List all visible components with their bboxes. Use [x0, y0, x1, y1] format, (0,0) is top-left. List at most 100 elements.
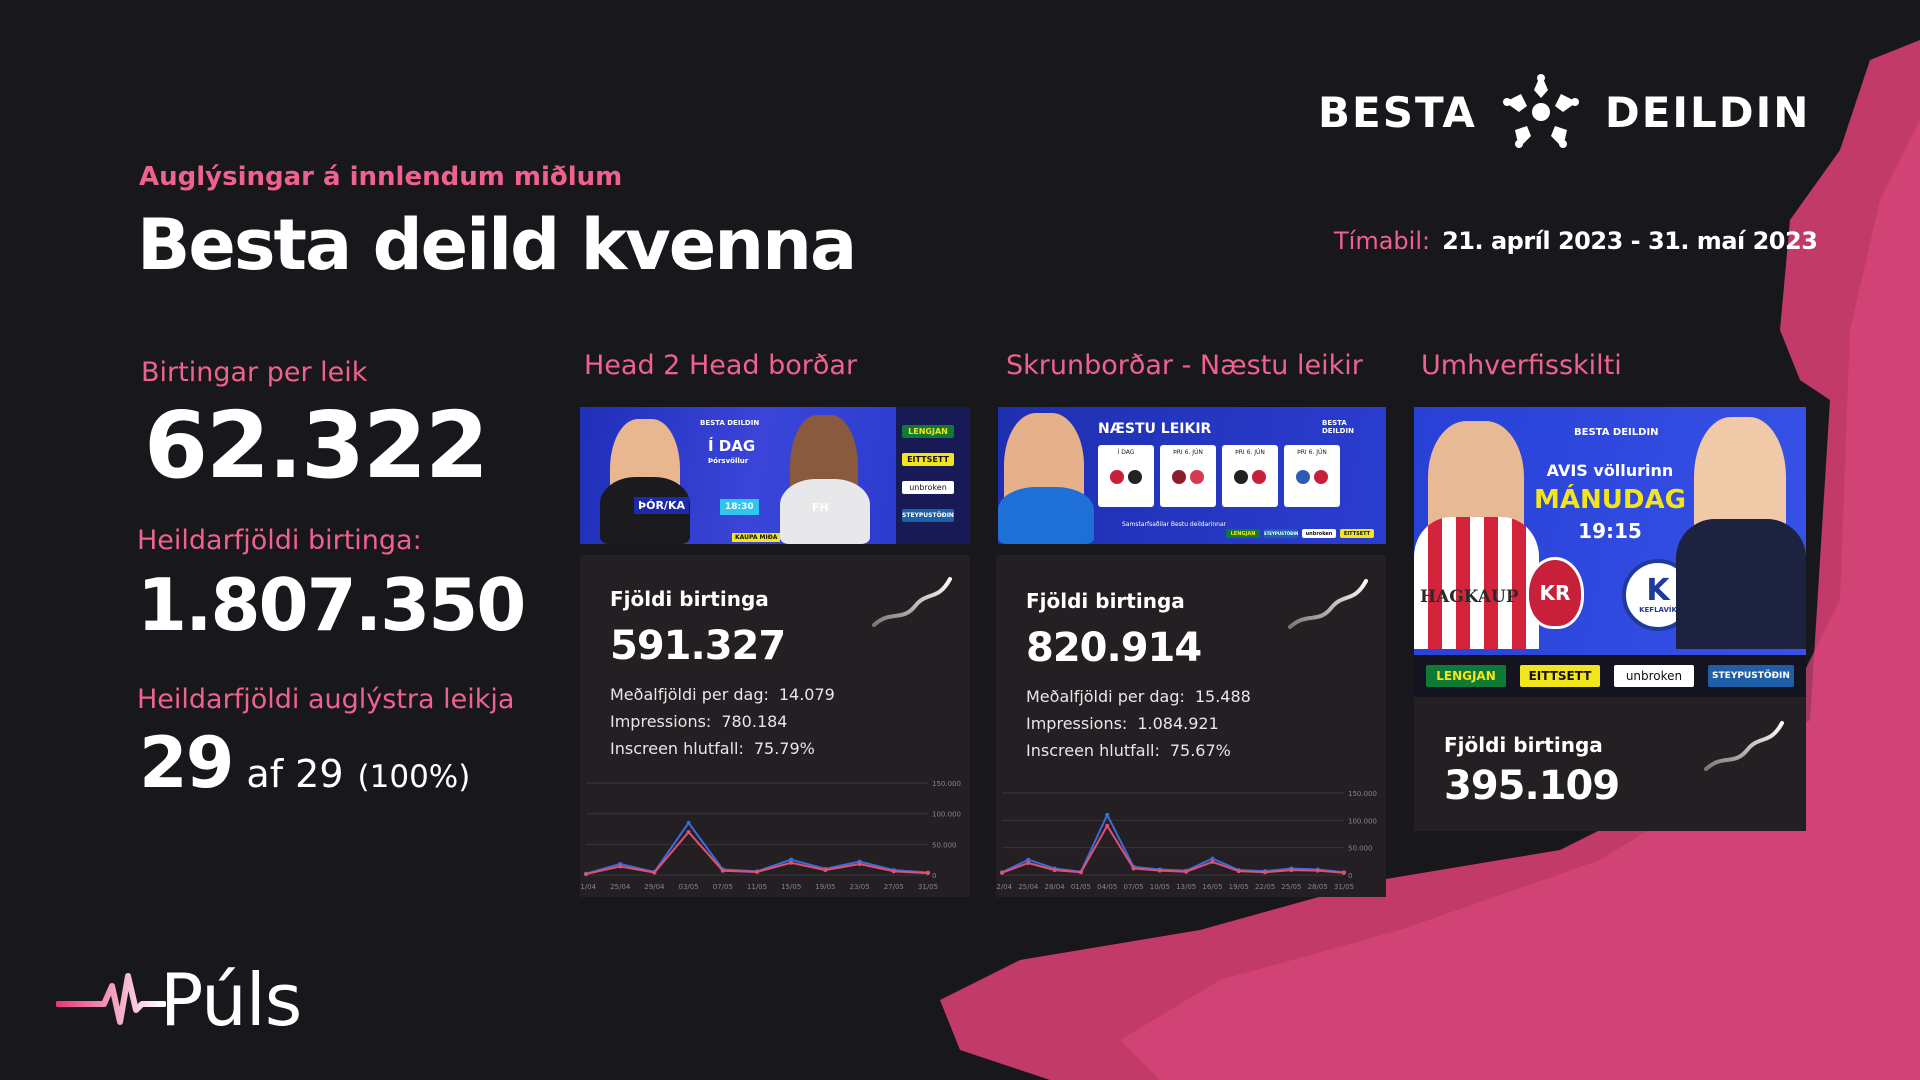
player-kit [998, 487, 1094, 544]
chart-x-tick-label: 29/04 [644, 883, 665, 891]
head2head-banner-image: BESTA DEILDIN Í DAG Þórsvöllur ÞÓR/KA 18… [580, 407, 970, 544]
chart-point [755, 869, 759, 874]
chart-point [584, 872, 588, 877]
detail-value: 1.084.921 [1137, 714, 1219, 733]
fixture-slot: Í DAG [1098, 445, 1154, 507]
sponsor-eittsett: EITTSETT [902, 453, 954, 466]
banner-sub: Þórsvöllur [708, 457, 749, 465]
detail-row-inscreen: Inscreen hlutfall: 75.67% [1026, 741, 1231, 760]
scroll-daily-chart: 0 50.000 100.000 150.000 22/04 25/04 28/04 01/0… [996, 790, 1377, 891]
chart-x-tick-label: 22/04 [996, 883, 1013, 891]
period: Tímabil: 21. apríl 2023 - 31. maí 2023 [1334, 227, 1818, 255]
banner-team-left: ÞÓR/KA [634, 497, 689, 514]
column-title-environment: Umhverfisskilti [1421, 350, 1622, 381]
chart-point [720, 868, 725, 873]
chart-y-tick-label: 50.000 [932, 841, 957, 849]
sponsor-unbroken: unbroken [1614, 665, 1694, 687]
chart-x-tick-label: 15/05 [781, 883, 801, 891]
player-right-kit [1676, 519, 1806, 649]
player-left-kit [1414, 517, 1539, 649]
chart-point [1210, 859, 1215, 864]
chart-x-tick-label: 28/04 [1045, 883, 1066, 891]
besta-deildin-logo: BESTA DEILDIN [1318, 70, 1810, 154]
detail-row-impressions: Impressions: 1.084.921 [1026, 714, 1219, 733]
scroll-stats-card: Fjöldi birtinga 820.914 Meðalfjöldi per … [996, 555, 1386, 897]
banner-heading: NÆSTU LEIKIR [1098, 421, 1212, 437]
club-crest-icon [1172, 470, 1186, 484]
club-crest-icon [1314, 470, 1328, 484]
per-game-label: Birtingar per leik [141, 357, 368, 388]
column-title-scroll: Skrunborðar - Næstu leikir [1006, 350, 1363, 381]
page-subtitle: Auglýsingar á innlendum miðlum [139, 162, 623, 192]
sponsor-steypustodin: STEYPUSTÖÐIN [902, 509, 954, 522]
sponsor-unbroken: unbroken [902, 481, 954, 494]
club-crest-icon [1252, 470, 1266, 484]
chart-point [1184, 869, 1189, 874]
detail-label: Inscreen hlutfall: [610, 739, 744, 758]
banner-venue: AVIS völlurinn [1546, 461, 1674, 480]
chart-x-tick-label: 16/05 [1202, 883, 1222, 891]
fixture-slot-label: Í DAG [1117, 449, 1135, 456]
banner-logo-text: BESTA DEILDIN [1322, 419, 1354, 435]
chart-point [1236, 869, 1241, 874]
fixture-slot: ÞRI 6. JÚN [1222, 445, 1278, 507]
chart-point [1263, 870, 1268, 875]
chart-point [1026, 860, 1031, 865]
crest-left-text: KR [1539, 581, 1571, 605]
chart-point [1078, 870, 1083, 875]
trend-up-icon [1288, 579, 1368, 629]
total-label: Heildarfjöldi birtinga: [137, 525, 422, 556]
detail-value: 15.488 [1194, 687, 1251, 706]
club-crest-icon [1128, 470, 1142, 484]
puls-logo: Púls [56, 958, 302, 1042]
sponsor-steypustodin: STEYPUSTÖÐIN [1708, 665, 1794, 687]
chart-x-tick-label: 19/05 [1229, 883, 1249, 891]
player-right-kit [780, 479, 870, 544]
chart-x-tick-label: 03/05 [679, 883, 699, 891]
chart-point [1131, 866, 1136, 871]
chart-x-tick-label: 22/05 [1255, 883, 1275, 891]
chart-point [1157, 868, 1162, 873]
club-crest-icon [1110, 470, 1124, 484]
club-crest-icon [1296, 470, 1310, 484]
chart-point [891, 869, 896, 874]
chart-y-tick-label: 50.000 [1348, 845, 1373, 853]
chart-point [652, 870, 657, 875]
total-value: 1.807.350 [137, 563, 526, 647]
club-crest-icon [1234, 470, 1248, 484]
card-label: Fjöldi birtinga [610, 587, 769, 611]
banner-heading: Í DAG [708, 437, 756, 455]
fixture-slot-label: ÞRI 6. JÚN [1297, 449, 1327, 456]
fixture-slot-label: ÞRI 6. JÚN [1173, 449, 1203, 456]
detail-value: 780.184 [721, 712, 788, 731]
games-summary: 29 af 29 (100%) [139, 722, 470, 804]
sponsor-lengjan: LENGJAN [1226, 529, 1260, 538]
banner-footer: Samstarfsaðilar Bestu deildarinnar [1122, 521, 1227, 528]
games-percentage: (100%) [357, 759, 471, 795]
detail-value: 14.079 [778, 685, 835, 704]
chart-series-line [1001, 823, 1345, 874]
chart-y-tick-label: 150.000 [1348, 790, 1377, 798]
chart-x-tick-label: 25/04 [1018, 883, 1039, 891]
chart-series-line [585, 821, 929, 875]
chart-point [1026, 857, 1031, 862]
chart-point [1052, 868, 1057, 873]
chart-x-tick-label: 01/05 [1071, 883, 1091, 891]
puls-wordmark: Púls [160, 958, 302, 1042]
detail-row-impressions: Impressions: 780.184 [610, 712, 787, 731]
chart-x-tick-label: 25/05 [1281, 883, 1301, 891]
chart-y-tick-label: 150.000 [932, 780, 961, 788]
fixture-slot: ÞRI 6. JÚN [1160, 445, 1216, 507]
chart-x-tick-label: 21/04 [580, 883, 597, 891]
games-value: 29 [139, 722, 234, 804]
fixture-slot: ÞRI 6. JÚN [1284, 445, 1340, 507]
trend-up-icon [872, 577, 952, 627]
chart-x-tick-label: 31/05 [918, 883, 938, 891]
chart-x-tick-label: 19/05 [815, 883, 835, 891]
chart-point [1000, 870, 1004, 875]
period-value: 21. apríl 2023 - 31. maí 2023 [1442, 227, 1818, 255]
heartbeat-icon [56, 973, 166, 1025]
banner-logo-text: BESTA DEILDIN [700, 419, 760, 427]
chart-point [1105, 823, 1110, 828]
chart-x-tick-label: 11/05 [747, 883, 767, 891]
